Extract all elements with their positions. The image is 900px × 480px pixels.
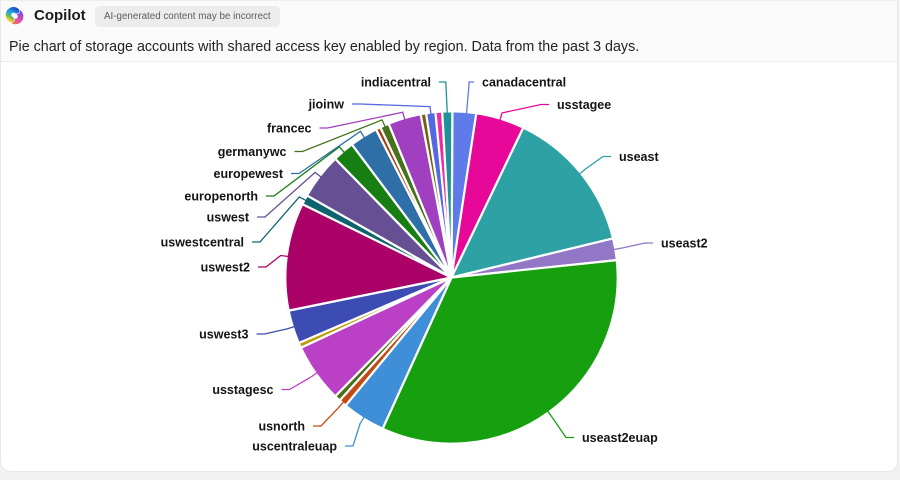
svg-text:uswest3: uswest3 — [199, 328, 248, 342]
svg-text:usstagee: usstagee — [557, 98, 611, 112]
svg-text:europewest: europewest — [214, 167, 284, 181]
svg-text:germanywc: germanywc — [218, 145, 287, 159]
svg-text:europenorth: europenorth — [184, 190, 258, 204]
svg-text:usstagesc: usstagesc — [212, 383, 273, 397]
svg-text:uswest: uswest — [207, 211, 250, 225]
svg-text:useast2euap: useast2euap — [582, 431, 658, 445]
svg-text:uswestcentral: uswestcentral — [161, 236, 244, 250]
svg-text:jioinw: jioinw — [308, 98, 345, 112]
svg-text:francec: francec — [267, 122, 312, 136]
svg-text:uswest2: uswest2 — [201, 261, 250, 275]
svg-text:usnorth: usnorth — [258, 420, 305, 434]
svg-text:indiacentral: indiacentral — [361, 76, 431, 90]
svg-text:canadacentral: canadacentral — [482, 76, 566, 90]
svg-text:useast2: useast2 — [661, 237, 708, 251]
svg-text:uscentraleuap: uscentraleuap — [252, 440, 337, 454]
svg-text:useast: useast — [619, 150, 659, 164]
